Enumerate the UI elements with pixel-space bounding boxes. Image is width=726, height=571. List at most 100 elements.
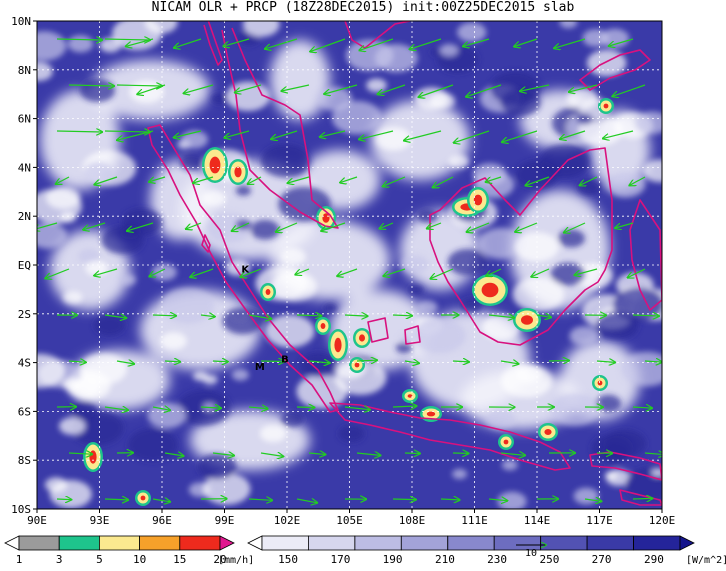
- wind-vector: [419, 84, 454, 97]
- cloud-speck: [203, 374, 218, 385]
- place-label: B: [281, 355, 289, 366]
- cloud-speck: [395, 342, 413, 354]
- wind-vector: [463, 38, 490, 46]
- wind-vector: [152, 315, 176, 316]
- wind-vector: [186, 222, 202, 229]
- y-tick-label: EQ: [18, 259, 31, 272]
- cloud-speck: [569, 326, 599, 346]
- cloud-speck: [516, 365, 543, 383]
- x-tick-label: 99E: [215, 514, 235, 527]
- colorbar-label: 230: [487, 553, 507, 566]
- cloud-speck: [119, 274, 136, 286]
- cloud-speck: [497, 491, 527, 509]
- wind-vector: [68, 361, 86, 362]
- wind-vector: [104, 39, 150, 40]
- cloud-speck: [408, 284, 424, 295]
- coastline: [329, 402, 571, 471]
- cloud-speck: [62, 378, 82, 391]
- colorbar-label: 170: [330, 553, 350, 566]
- wind-vector: [56, 499, 71, 500]
- colorbar-end: [4, 535, 20, 551]
- colorbar-swatch: [179, 535, 221, 551]
- cloud-speck: [62, 291, 83, 304]
- colorbar-swatch: [261, 535, 309, 551]
- cloud-speck: [625, 467, 662, 502]
- wind-vector: [224, 38, 250, 46]
- colorbar-end: [247, 535, 263, 551]
- plot-area: [37, 21, 662, 509]
- cloud-speck: [416, 300, 438, 315]
- wind-vector: [68, 453, 92, 454]
- cloud-speck: [512, 277, 565, 312]
- wind-vector: [569, 84, 598, 92]
- cloud-speck: [94, 315, 125, 336]
- wind-vector: [500, 361, 518, 364]
- colorbar-swatch: [633, 535, 681, 551]
- precip-colorbar: 1 3 5 10 15 20[mm/h]: [4, 535, 254, 566]
- wind-vector: [308, 453, 325, 455]
- cloud-speck: [447, 248, 488, 276]
- precip-cell: [89, 450, 97, 464]
- place-label: K: [241, 264, 250, 275]
- cloud-speck: [37, 62, 53, 81]
- y-tick-label: 6N: [18, 113, 31, 126]
- cloud-speck: [99, 37, 122, 53]
- cloud-blob: [370, 100, 470, 180]
- wind-vector: [68, 85, 114, 86]
- cloud-speck: [577, 179, 602, 196]
- wind-vector: [248, 315, 271, 319]
- wind-vector: [296, 268, 310, 275]
- cloud-speck: [69, 401, 97, 420]
- map-title: NICAM OLR + PRCP (18Z28DEC2015) init:00Z…: [151, 0, 575, 15]
- wind-vector: [360, 38, 394, 50]
- cloud-speck: [559, 21, 578, 29]
- wind-vector: [344, 315, 367, 316]
- precip-cell: [354, 362, 360, 368]
- wind-vector: [431, 268, 454, 279]
- wind-vector: [276, 222, 298, 232]
- precip-cell: [234, 166, 242, 178]
- wind-vector: [554, 38, 586, 48]
- colorbar-label: 10: [133, 553, 146, 566]
- colorbar-swatch: [99, 535, 141, 551]
- wind-vector: [596, 361, 615, 362]
- cloud-blob: [270, 40, 330, 120]
- wind-vector: [356, 453, 380, 455]
- wind-vector: [150, 268, 166, 276]
- cloud-speck: [280, 248, 307, 266]
- wind-vector: [560, 130, 586, 139]
- cloud-speck: [316, 86, 353, 111]
- wind-vector: [514, 38, 538, 47]
- cloud-speck: [235, 185, 251, 196]
- colorbar-label: 20: [213, 553, 226, 566]
- colorbar-swatch: [139, 535, 181, 551]
- wind-vector: [392, 406, 416, 407]
- wind-vector: [265, 38, 298, 49]
- wind-vector: [502, 130, 538, 142]
- cloud-speck: [58, 417, 86, 435]
- cloud-speck: [211, 93, 228, 105]
- coastline: [221, 27, 339, 229]
- precip-cell: [597, 380, 603, 386]
- x-tick-label: 120E: [649, 514, 676, 527]
- y-axis-ticks: 10N 8N 6N 4N 2N EQ 2S 4S 6S 8S 10S: [11, 15, 37, 516]
- wind-vector: [174, 130, 202, 138]
- y-tick-label: 2S: [18, 308, 31, 321]
- cloud-speck: [600, 28, 630, 48]
- wind-vector: [630, 176, 646, 185]
- wind-vector: [452, 361, 469, 362]
- colorbar-swatch: [354, 535, 402, 551]
- wind-vector: [320, 130, 346, 137]
- colorbar-label: 250: [539, 553, 559, 566]
- wind-vector: [164, 361, 180, 362]
- place-label: M: [255, 362, 265, 373]
- wind-vector: [296, 499, 317, 503]
- colorbar-swatch: [58, 535, 100, 551]
- wind-vector: [212, 453, 234, 456]
- x-tick-label: 117E: [586, 514, 613, 527]
- cloud-speck: [144, 21, 178, 34]
- cloud-speck: [83, 162, 114, 183]
- cloud-speck: [265, 314, 315, 348]
- cloud-speck: [338, 425, 365, 443]
- cloud-speck: [429, 92, 456, 110]
